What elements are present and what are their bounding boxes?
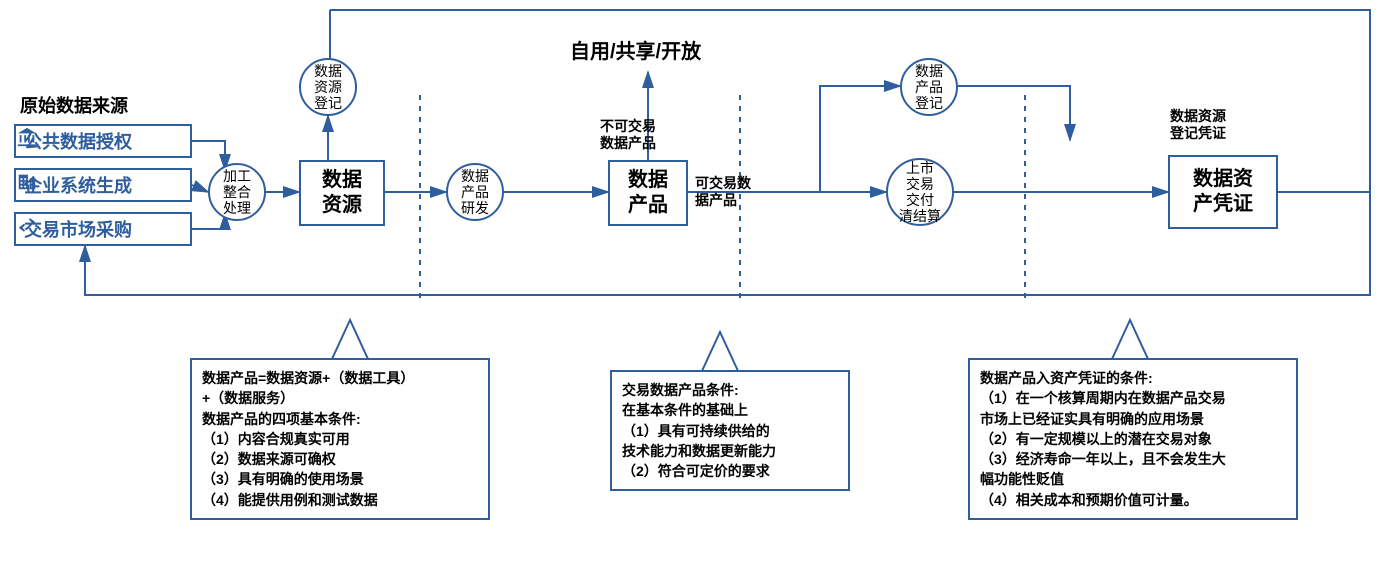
callout-c2: 交易数据产品条件:在基本条件的基础上（1）具有可持续供给的技术能力和数据更新能力… [610, 370, 850, 491]
callout-line: （3）经济寿命一年以上，且不会发生大 [980, 449, 1286, 469]
source-box-0: 公共数据授权 [14, 124, 192, 158]
circle-register1: 数据资源登记 [299, 58, 357, 116]
source-label: 公共数据授权 [24, 128, 132, 154]
callout-line: （1）内容合规真实可用 [202, 429, 478, 449]
circle-trade: 上市交易交付清结算 [886, 158, 954, 226]
callout-line: （1）具有可持续供给的 [622, 421, 838, 441]
section-heading: 原始数据来源 [20, 92, 128, 118]
label-non_tradable: 不可交易数据产品 [600, 118, 656, 152]
source-box-1: 企业系统生成 [14, 168, 192, 202]
callout-line: （2）有一定规模以上的潜在交易对象 [980, 429, 1286, 449]
bank-icon [16, 126, 38, 148]
callout-line: （1）在一个核算周期内在数据产品交易 [980, 388, 1286, 408]
outer-frame [85, 10, 1370, 295]
callout-line: （2）符合可定价的要求 [622, 461, 838, 481]
callout-c1: 数据产品=数据资源+（数据工具）+（数据服务）数据产品的四项基本条件:（1）内容… [190, 358, 490, 520]
callout-line: +（数据服务） [202, 388, 478, 408]
callout-c3: 数据产品入资产凭证的条件:（1）在一个核算周期内在数据产品交易市场上已经证实具有… [968, 358, 1298, 520]
callout-pointer [702, 332, 738, 371]
swap-icon [16, 214, 38, 236]
callout-line: （2）数据来源可确权 [202, 449, 478, 469]
callout-line: （4）相关成本和预期价值可计量。 [980, 490, 1286, 510]
callout-line: 技术能力和数据更新能力 [622, 441, 838, 461]
callout-line: 数据产品入资产凭证的条件: [980, 368, 1286, 388]
source-box-2: 交易市场采购 [14, 212, 192, 246]
label-reg_voucher: 数据资源登记凭证 [1170, 108, 1226, 142]
flow-arrow [192, 214, 225, 229]
top-title: 自用/共享/开放 [570, 35, 701, 64]
flow-arrow [820, 86, 900, 192]
circle-register2: 数据产品登记 [900, 58, 958, 116]
label-tradable: 可交易数据产品 [695, 175, 751, 209]
rect-product: 数据产品 [608, 160, 688, 226]
rect-resource: 数据资源 [299, 160, 385, 226]
diagram-stage: 原始数据来源 自用/共享/开放 公共数据授权 企业系统生成 交易市场采购 加工整合处… [0, 0, 1384, 570]
circle-process: 加工整合处理 [208, 163, 266, 221]
callout-line: 数据产品的四项基本条件: [202, 409, 478, 429]
rect-voucher: 数据资产凭证 [1168, 155, 1278, 229]
callout-line: 数据产品=数据资源+（数据工具） [202, 368, 478, 388]
callout-pointer [332, 320, 368, 359]
callout-line: 交易数据产品条件: [622, 380, 838, 400]
callout-line: 在基本条件的基础上 [622, 400, 838, 420]
building-icon [16, 170, 38, 192]
callout-pointer [1112, 320, 1148, 359]
source-label: 企业系统生成 [24, 172, 132, 198]
flow-arrow [192, 141, 225, 170]
flow-arrow [958, 86, 1070, 140]
flow-arrow [192, 185, 208, 192]
source-label: 交易市场采购 [24, 216, 132, 242]
circle-rd: 数据产品研发 [446, 163, 504, 221]
callout-line: 幅功能性贬值 [980, 469, 1286, 489]
callout-line: 市场上已经证实具有明确的应用场景 [980, 409, 1286, 429]
callout-line: （4）能提供用例和测试数据 [202, 490, 478, 510]
callout-line: （3）具有明确的使用场景 [202, 469, 478, 489]
